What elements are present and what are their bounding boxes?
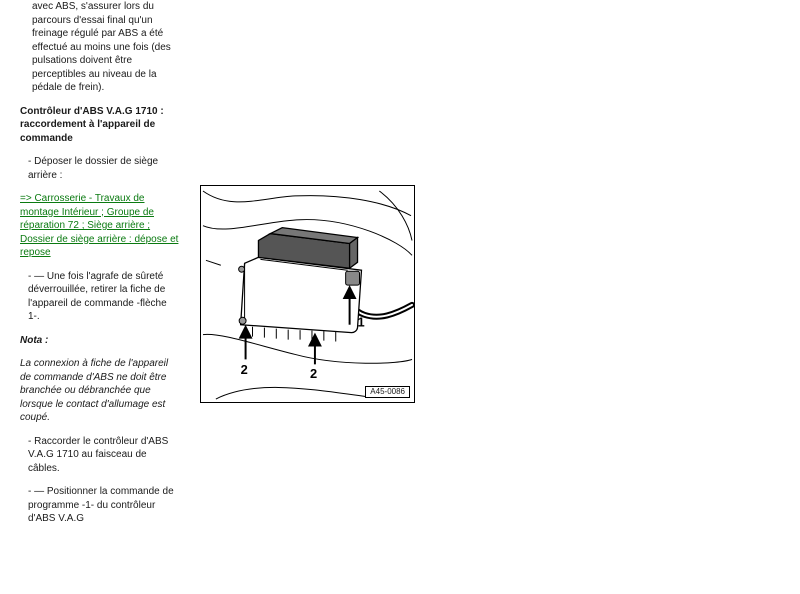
nota-paragraph: La connexion à fiche de l'appareil de co…: [20, 357, 180, 425]
list-item: - Déposer le dossier de siège arrière :: [28, 155, 180, 182]
section-heading: Contrôleur d'ABS V.A.G 1710 : raccordeme…: [20, 105, 180, 146]
text-column: avec ABS, s'assurer lors du parcours d'e…: [20, 0, 180, 536]
paragraph-abs-test: avec ABS, s'assurer lors du parcours d'e…: [32, 0, 180, 95]
callout-arrow-2-left: 2: [239, 325, 253, 378]
nota-heading: Nota :: [20, 334, 180, 348]
diagram-svg: 1 2 2: [201, 186, 414, 402]
list-item: - — Une fois l'agrafe de sûreté déverrou…: [28, 270, 180, 324]
figure-id-label: A45-0086: [365, 386, 410, 398]
callout-arrow-2-right: 2: [308, 333, 322, 382]
list-item: - Raccorder le contrôleur d'ABS V.A.G 17…: [28, 435, 180, 476]
control-unit: [239, 228, 362, 342]
svg-text:1: 1: [358, 315, 365, 330]
page-root: avec ABS, s'assurer lors du parcours d'e…: [0, 0, 800, 594]
svg-text:2: 2: [241, 362, 248, 377]
list-item: - — Positionner la commande de programme…: [28, 485, 180, 526]
technical-illustration: 1 2 2 A45-0086: [200, 185, 415, 403]
crossref-link[interactable]: => Carrosserie - Travaux de montage Inté…: [20, 193, 178, 258]
svg-text:2: 2: [310, 366, 317, 381]
